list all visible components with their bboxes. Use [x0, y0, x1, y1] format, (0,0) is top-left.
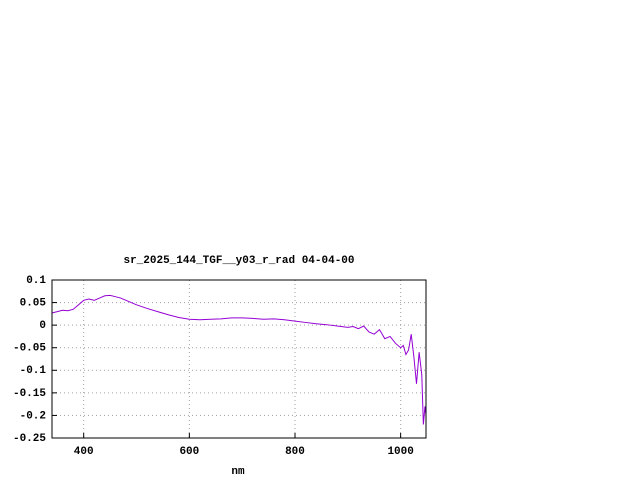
y-tick-label: -0.25 — [13, 433, 46, 445]
y-tick-label: 0.1 — [26, 275, 46, 287]
y-tick-label: -0.1 — [20, 365, 47, 377]
x-tick-label: 400 — [74, 446, 94, 458]
x-tick-label: 600 — [179, 446, 199, 458]
y-tick-label: 0.05 — [20, 297, 47, 309]
plot-border — [51, 279, 427, 439]
x-tick-label: 800 — [285, 446, 305, 458]
x-axis-label: nm — [231, 466, 245, 478]
chart-title: sr_2025_144_TGF__y03_r_rad 04-04-00 — [123, 255, 354, 267]
y-tick-label: -0.05 — [13, 343, 46, 355]
y-tick-label: -0.2 — [20, 410, 46, 422]
data-line — [51, 294, 427, 425]
y-tick-label: 0 — [39, 320, 46, 332]
x-tick-label: 1000 — [387, 446, 413, 458]
y-tick-label: -0.15 — [13, 388, 46, 400]
